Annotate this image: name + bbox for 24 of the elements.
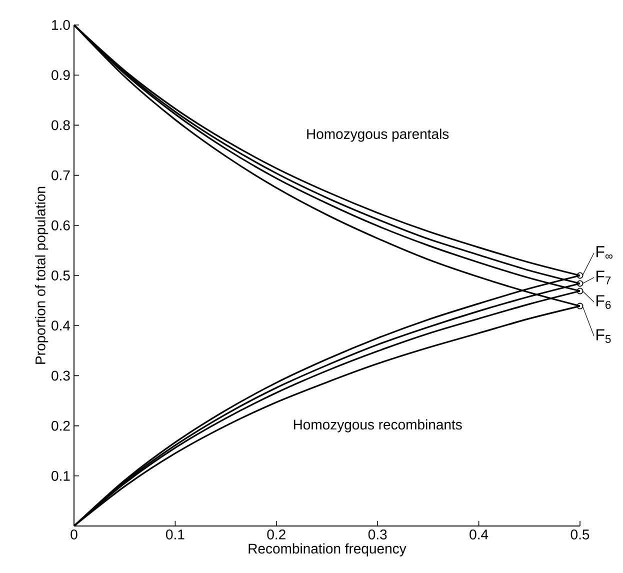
y-tick-label: 0.2 bbox=[52, 420, 70, 431]
y-axis-title: Proportion of total population bbox=[35, 186, 48, 364]
x-tick-label: 0.4 bbox=[470, 530, 488, 540]
x-tick-label: 0.5 bbox=[570, 530, 590, 540]
x-axis-title: Recombination frequency bbox=[248, 543, 406, 556]
series-label: F$_{5}$ bbox=[596, 329, 611, 343]
y-tick-label: 0.9 bbox=[52, 70, 70, 80]
x-tick-label: 0 bbox=[70, 530, 78, 540]
legend-label: F$_{6}$ bbox=[596, 295, 611, 309]
y-tick-label: 0.5 bbox=[52, 270, 70, 280]
series-label: F$_{∞}$ bbox=[596, 246, 612, 259]
y-tick-label: 0.7 bbox=[52, 170, 70, 180]
y-tick-label: 0.6 bbox=[52, 220, 70, 230]
x-tick-label: 0.1 bbox=[166, 530, 184, 540]
y-tick-label: 0.4 bbox=[52, 320, 70, 331]
x-tick-label: 0.3 bbox=[368, 530, 387, 540]
y-tick-label: 0.8 bbox=[52, 120, 70, 130]
y-tick-label: 0.1 bbox=[52, 470, 70, 481]
legend-label: F$_{7}$ bbox=[596, 270, 611, 284]
x-tick-label: 0.2 bbox=[267, 530, 286, 540]
y-tick-label: 1.0 bbox=[52, 20, 70, 30]
annotation: Homozygous recombinants bbox=[294, 419, 462, 432]
annotation: Homozygous parentals bbox=[307, 128, 449, 142]
y-tick-label: 0.3 bbox=[52, 370, 70, 381]
